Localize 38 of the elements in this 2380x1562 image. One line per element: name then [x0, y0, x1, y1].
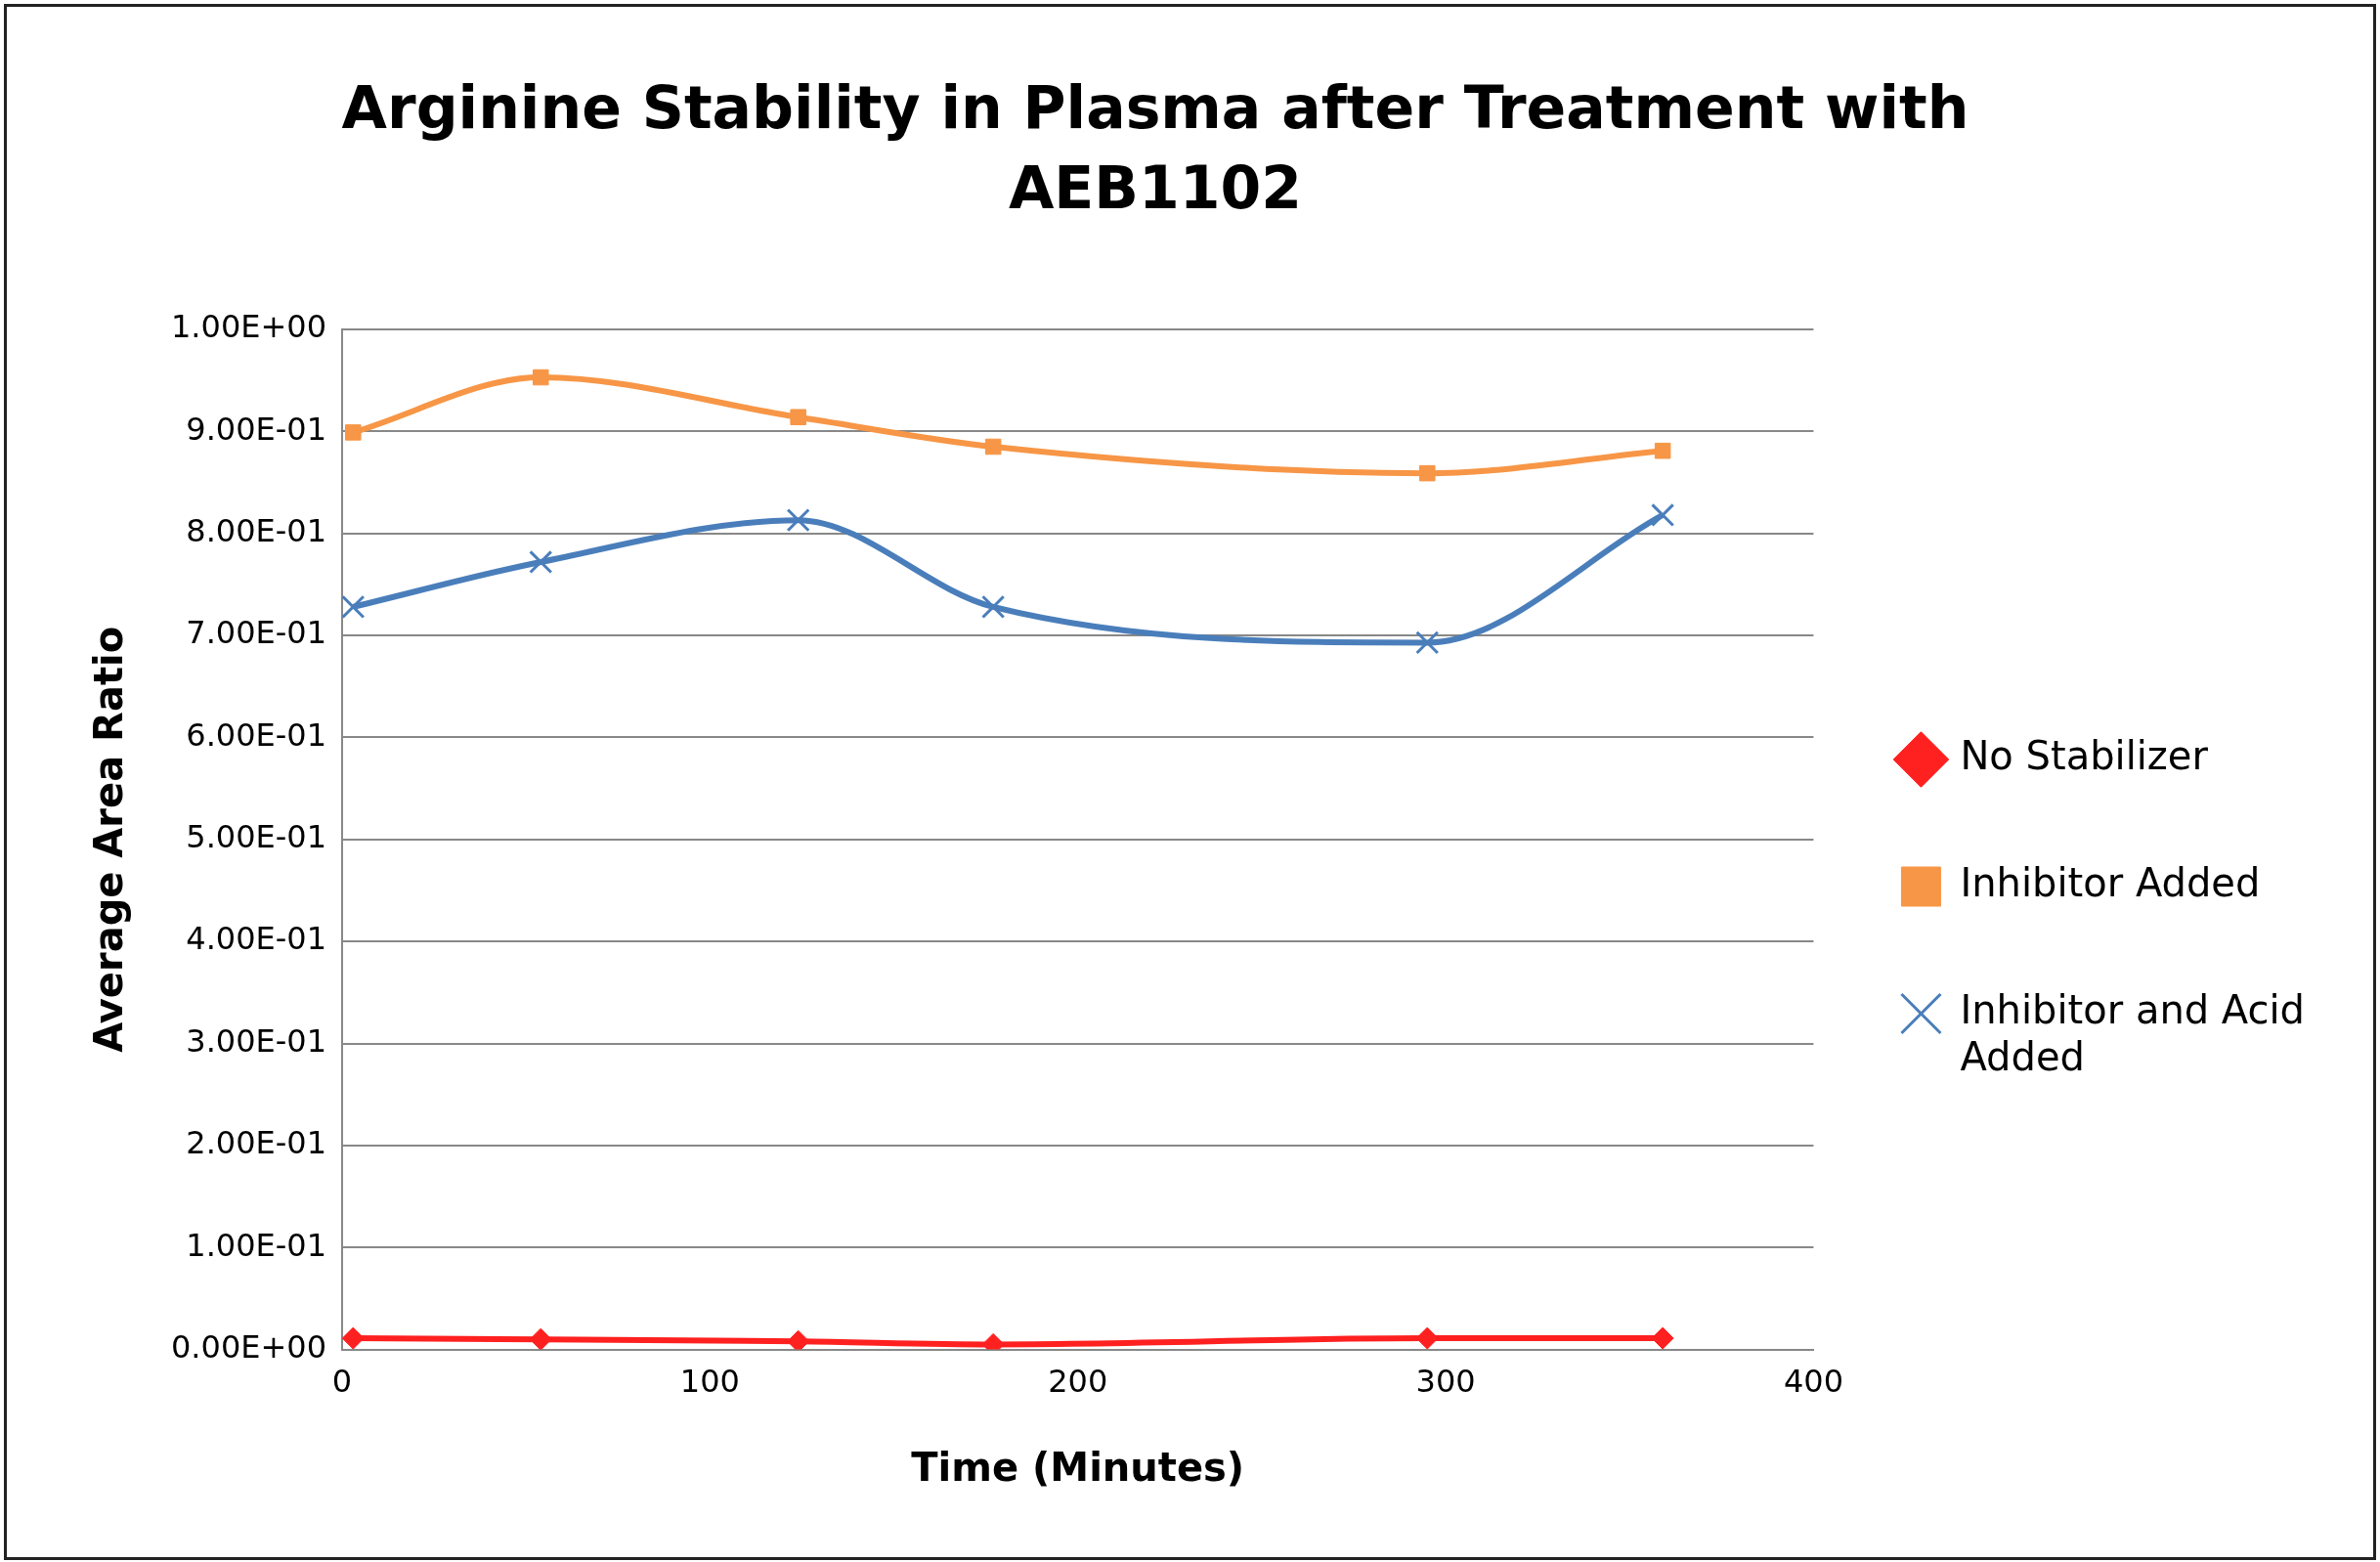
point [787, 1329, 810, 1350]
point [786, 508, 810, 533]
point [1415, 630, 1440, 655]
point [1418, 464, 1436, 482]
x-tick-label: 0 [331, 1363, 353, 1401]
point [1415, 1326, 1439, 1350]
point [984, 438, 1002, 456]
y-tick-label: 7.00E-01 [186, 614, 326, 652]
y-tick-label: 0.00E+00 [171, 1327, 326, 1366]
point [1651, 502, 1675, 528]
legend-label: Inhibitor Added [1960, 860, 2261, 906]
point [345, 424, 362, 441]
point [532, 369, 549, 386]
x-tick-label: 200 [1048, 1363, 1108, 1401]
x-tick-label: 300 [1415, 1363, 1476, 1401]
y-tick-label: 3.00E-01 [186, 1021, 326, 1060]
y-tick-label: 4.00E-01 [186, 920, 326, 958]
y-tick-label: 6.00E-01 [186, 716, 326, 754]
point [981, 594, 1006, 619]
chart-title: Arginine Stability in Plasma after Treatment with AEB1102 [340, 72, 1970, 224]
y-tick-label: 8.00E-01 [186, 512, 326, 550]
y-tick-label: 1.00E+00 [171, 308, 326, 346]
point [342, 1326, 365, 1350]
x-tick-label: 100 [679, 1363, 740, 1401]
y-tick-label: 9.00E-01 [186, 410, 326, 448]
point [1654, 442, 1671, 459]
point [790, 409, 806, 426]
x-tick-label: 400 [1783, 1363, 1843, 1401]
y-tick-label: 2.00E-01 [186, 1124, 326, 1162]
y-tick-label: 5.00E-01 [186, 818, 326, 856]
point [529, 1327, 552, 1350]
y-axis-title: Average Area Ratio [86, 626, 132, 1053]
point [529, 549, 553, 575]
point [342, 594, 366, 619]
legend-label: No Stabilizer [1960, 733, 2209, 779]
y-tick-label: 1.00E-01 [186, 1226, 326, 1264]
legend-label: Inhibitor and Acid Added [1960, 987, 2305, 1080]
x-axis-title: Time (Minutes) [911, 1445, 1245, 1491]
